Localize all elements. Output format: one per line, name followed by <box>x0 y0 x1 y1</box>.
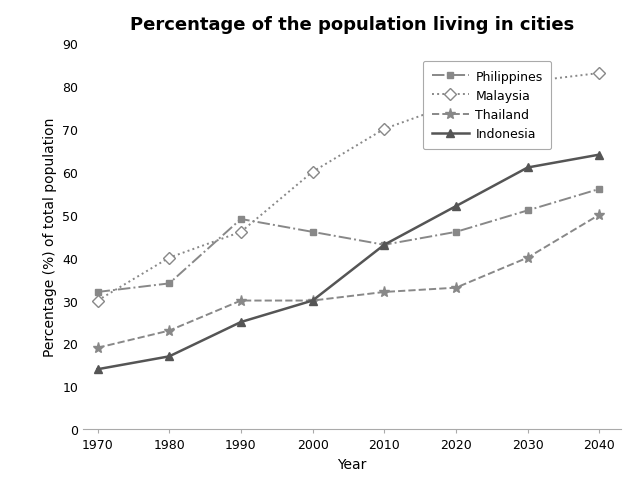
Malaysia <box>237 229 244 235</box>
Line: Thailand: Thailand <box>92 210 605 354</box>
Philippines <box>308 229 316 235</box>
Thailand <box>380 289 388 295</box>
Thailand <box>308 298 316 304</box>
Thailand <box>595 212 603 218</box>
Philippines <box>165 281 173 287</box>
Line: Philippines: Philippines <box>94 186 603 296</box>
Indonesia <box>93 366 101 372</box>
Indonesia <box>380 243 388 248</box>
Indonesia <box>524 165 531 171</box>
Philippines <box>380 243 388 248</box>
Malaysia <box>93 298 101 304</box>
Indonesia <box>308 298 316 304</box>
Line: Indonesia: Indonesia <box>93 151 604 374</box>
Malaysia <box>524 80 531 85</box>
Legend: Philippines, Malaysia, Thailand, Indonesia: Philippines, Malaysia, Thailand, Indones… <box>423 61 551 150</box>
Malaysia <box>595 71 603 77</box>
Malaysia <box>308 169 316 175</box>
Indonesia <box>165 354 173 360</box>
Thailand <box>165 328 173 334</box>
Thailand <box>93 345 101 351</box>
Thailand <box>524 255 531 261</box>
Y-axis label: Percentage (%) of total population: Percentage (%) of total population <box>43 117 57 356</box>
Indonesia <box>595 152 603 158</box>
X-axis label: Year: Year <box>337 457 367 471</box>
Indonesia <box>452 204 460 210</box>
Title: Percentage of the population living in cities: Percentage of the population living in c… <box>130 16 574 34</box>
Philippines <box>452 229 460 235</box>
Indonesia <box>237 320 244 325</box>
Philippines <box>93 289 101 295</box>
Malaysia <box>452 101 460 107</box>
Malaysia <box>165 255 173 261</box>
Malaysia <box>380 127 388 133</box>
Philippines <box>237 217 244 223</box>
Line: Malaysia: Malaysia <box>93 70 604 305</box>
Philippines <box>595 186 603 192</box>
Philippines <box>524 208 531 214</box>
Thailand <box>237 298 244 304</box>
Thailand <box>452 285 460 291</box>
